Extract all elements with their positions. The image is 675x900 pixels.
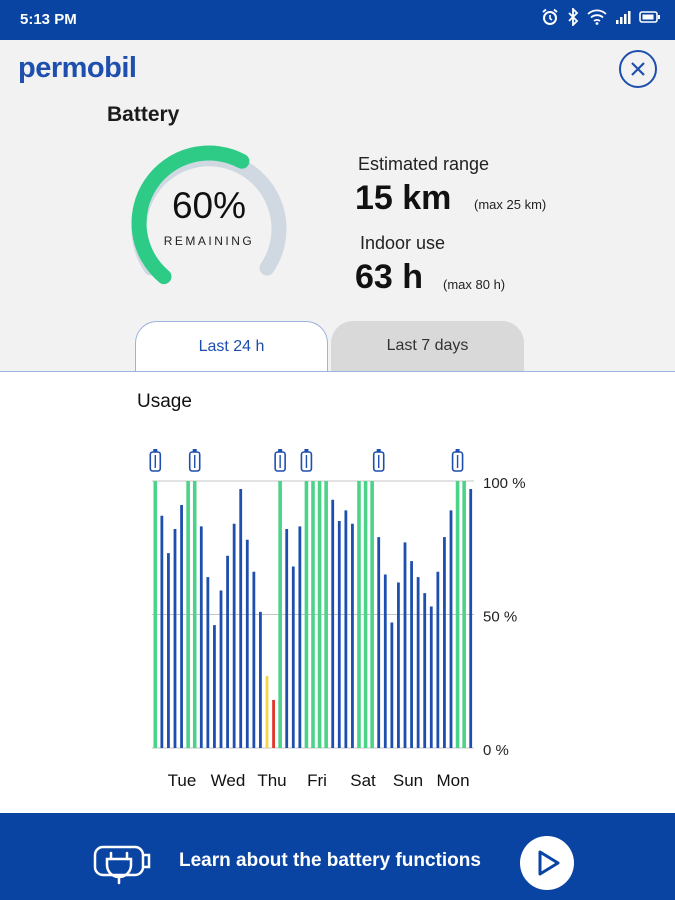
- battery-icon-tip: [376, 449, 381, 452]
- indoor-use-label: Indoor use: [360, 233, 446, 253]
- battery-summary-panel: [0, 40, 675, 371]
- status-icons: [541, 6, 661, 31]
- battery-icon-tip: [153, 449, 158, 452]
- x-tick-label: Wed: [211, 771, 246, 790]
- battery-title: Battery: [107, 103, 180, 126]
- usage-chart: 100 % 50 % 0 % Tue Wed Thu Fri Sat Sun Mon: [149, 449, 526, 790]
- tab-last-24h[interactable]: Last 24 h: [135, 321, 328, 371]
- x-tick-label: Sun: [393, 771, 423, 790]
- estimated-range-value: 15 km: [355, 179, 452, 217]
- battery-icon-tip: [455, 449, 460, 452]
- battery-icon-tip: [304, 449, 309, 452]
- permobil-logo: permobil: [18, 52, 137, 84]
- x-tick-label: Thu: [257, 771, 286, 790]
- remaining-label: REMAINING: [163, 234, 255, 248]
- y-tick-label: 100 %: [483, 475, 526, 492]
- y-tick-label: 0 %: [483, 742, 509, 759]
- battery-icon-tip: [278, 449, 283, 452]
- x-tick-label: Fri: [307, 771, 327, 790]
- x-tick-label: Mon: [436, 771, 469, 790]
- learn-battery-link[interactable]: Learn about the battery functions: [179, 850, 481, 871]
- estimated-range-max: (max 25 km): [474, 197, 547, 212]
- battery-percent: 60%: [171, 185, 247, 226]
- x-tick-label: Tue: [168, 771, 197, 790]
- plug-icon: [93, 845, 151, 885]
- battery-icon-tip: [192, 449, 197, 452]
- close-icon: [631, 62, 645, 76]
- bluetooth-icon: [567, 6, 579, 31]
- gauge-fill: [131, 145, 250, 285]
- status-time: 5:13 PM: [20, 11, 77, 28]
- usage-title: Usage: [137, 391, 192, 412]
- indoor-use-max: (max 80 h): [443, 277, 506, 292]
- status-bar: 5:13 PM: [0, 0, 675, 40]
- play-button[interactable]: [520, 836, 574, 890]
- estimated-range-label: Estimated range: [358, 154, 490, 174]
- usage-content: [0, 371, 675, 813]
- battery-gauge: [131, 145, 287, 285]
- x-tick-label: Sat: [350, 771, 376, 790]
- y-tick-label: 50 %: [483, 609, 517, 626]
- wifi-icon: [587, 9, 607, 30]
- signal-icon: [615, 9, 631, 30]
- play-icon: [538, 850, 560, 876]
- indoor-use-value: 63 h: [355, 258, 424, 296]
- alarm-icon: [541, 8, 559, 31]
- close-button[interactable]: [619, 50, 657, 88]
- tab-last-7-days[interactable]: Last 7 days: [331, 321, 524, 371]
- battery-status-icon: [639, 10, 661, 29]
